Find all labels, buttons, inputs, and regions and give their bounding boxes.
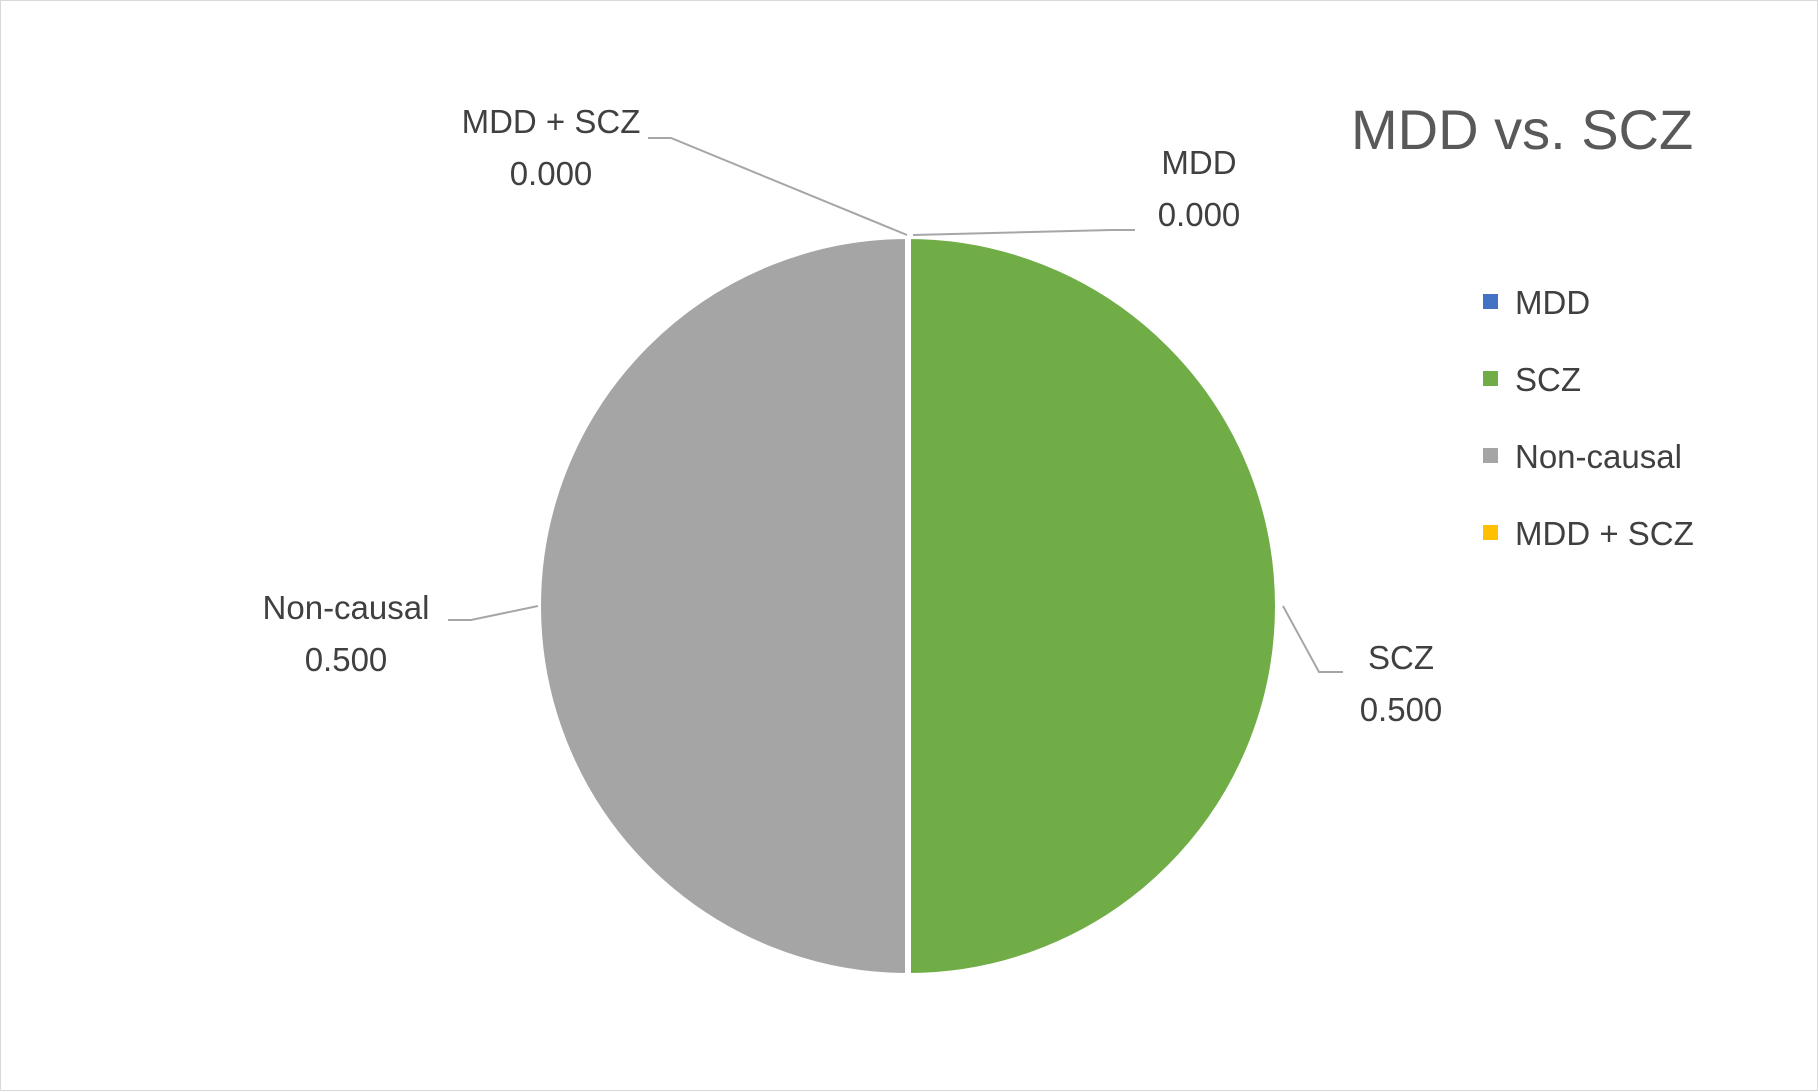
leader-lines xyxy=(448,137,1343,673)
data-label-name-non-causal: Non-causal xyxy=(263,589,430,626)
leader-line-non-causal xyxy=(448,605,539,621)
data-label-value-scz: 0.500 xyxy=(1360,691,1443,728)
data-labels: MDD 0.000 SCZ 0.500 Non-causal 0.500 MDD + SCZ… xyxy=(263,103,1443,728)
legend-swatch-non-causal xyxy=(1483,448,1498,463)
legend-swatch-mdd xyxy=(1483,294,1498,309)
legend-label-mdd-scz: MDD + SCZ xyxy=(1515,515,1694,552)
data-label-name-mdd: MDD xyxy=(1161,144,1236,181)
pie-slices xyxy=(535,233,1281,979)
data-label-value-non-causal: 0.500 xyxy=(305,641,388,678)
data-label-value-mdd: 0.000 xyxy=(1158,196,1241,233)
chart-title: MDD vs. SCZ xyxy=(1351,98,1693,161)
leader-line-scz xyxy=(1282,605,1343,673)
legend-label-mdd: MDD xyxy=(1515,284,1590,321)
pie-slice-scz xyxy=(905,233,1281,979)
leader-line-mdd xyxy=(912,229,1135,236)
data-label-name-mdd-scz: MDD + SCZ xyxy=(462,103,641,140)
data-label-value-mdd-scz: 0.000 xyxy=(510,155,593,192)
legend-label-non-causal: Non-causal xyxy=(1515,438,1682,475)
legend-swatch-scz xyxy=(1483,371,1498,386)
leader-line-mdd-scz xyxy=(648,137,908,236)
legend: MDD SCZ Non-causal MDD + SCZ xyxy=(1483,284,1694,552)
legend-label-scz: SCZ xyxy=(1515,361,1581,398)
legend-swatch-mdd-scz xyxy=(1483,525,1498,540)
pie-slice-non-causal xyxy=(535,233,911,979)
data-label-name-scz: SCZ xyxy=(1368,639,1434,676)
